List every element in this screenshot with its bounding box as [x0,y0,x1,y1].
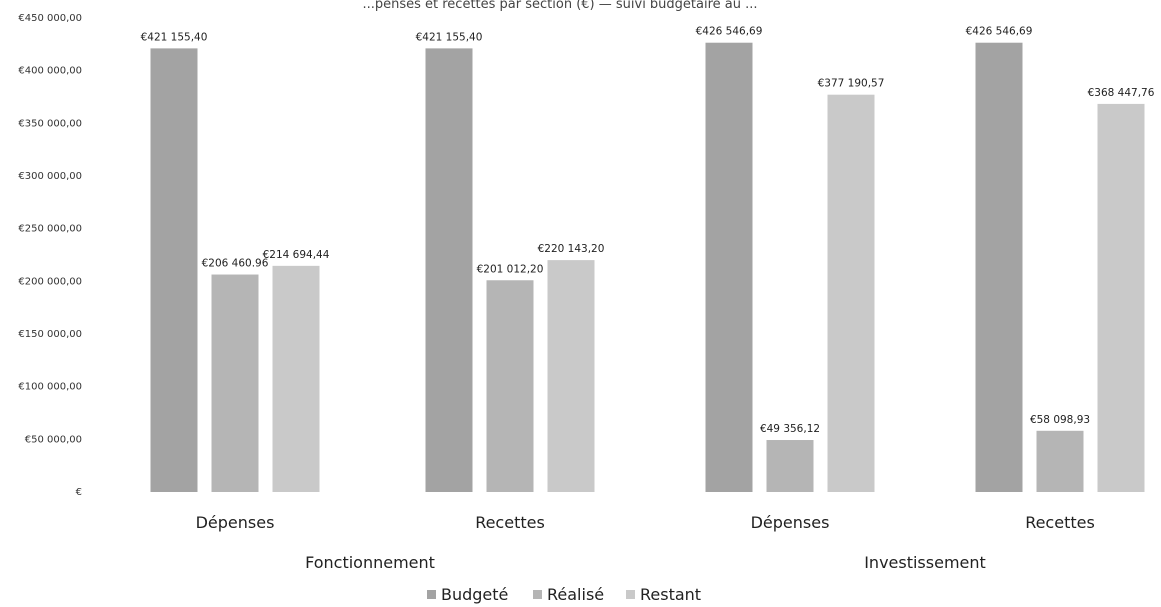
bar-budget [425,48,473,492]
legend-swatch [533,590,542,599]
bar-budget [975,42,1023,492]
bar-ralis [486,280,534,492]
data-label: €368 447,76 [1088,87,1155,99]
bar-ralis [1036,430,1084,492]
data-label: €426 546,69 [966,26,1033,38]
bar-restant [547,260,595,492]
data-label: €214 694,44 [263,249,330,261]
y-tick-label: €200 000,00 [18,276,82,287]
legend-swatch [626,590,635,599]
y-tick-label: € [76,487,82,498]
legend-label: Budgeté [441,585,508,604]
bar-budget [150,48,198,492]
bar-restant [827,94,875,492]
data-label: €49 356,12 [760,423,820,435]
data-label: €58 098,93 [1030,414,1090,426]
y-tick-label: €300 000,00 [18,171,82,182]
chart-title: ...penses et recettes par section (€) — … [362,0,757,12]
data-label: €426 546,69 [696,26,763,38]
legend-swatch [427,590,436,599]
data-label: €421 155,40 [141,31,208,43]
y-tick-label: €450 000,00 [18,13,82,24]
y-tick-label: €250 000,00 [18,224,82,235]
category-label: Recettes [475,513,545,532]
y-tick-label: €150 000,00 [18,329,82,340]
group-label: Fonctionnement [305,553,435,572]
data-label: €206 460.96 [202,258,269,270]
category-label: Dépenses [196,513,275,532]
bar-restant [1097,103,1145,492]
group-label: Investissement [864,553,986,572]
bar-restant [272,265,320,492]
data-label: €201 012,20 [477,263,544,275]
data-label: €421 155,40 [416,31,483,43]
legend-label: Restant [640,585,701,604]
bar-budget [705,42,753,492]
y-tick-label: €350 000,00 [18,118,82,129]
data-label: €377 190,57 [818,78,885,90]
category-label: Dépenses [751,513,830,532]
y-tick-label: €400 000,00 [18,66,82,77]
data-label: €220 143,20 [538,243,605,255]
y-tick-label: €100 000,00 [18,382,82,393]
category-label: Recettes [1025,513,1095,532]
bar-ralis [211,274,259,492]
legend-label: Réalisé [547,585,604,604]
y-tick-label: €50 000,00 [25,434,82,445]
bar-ralis [766,440,814,492]
